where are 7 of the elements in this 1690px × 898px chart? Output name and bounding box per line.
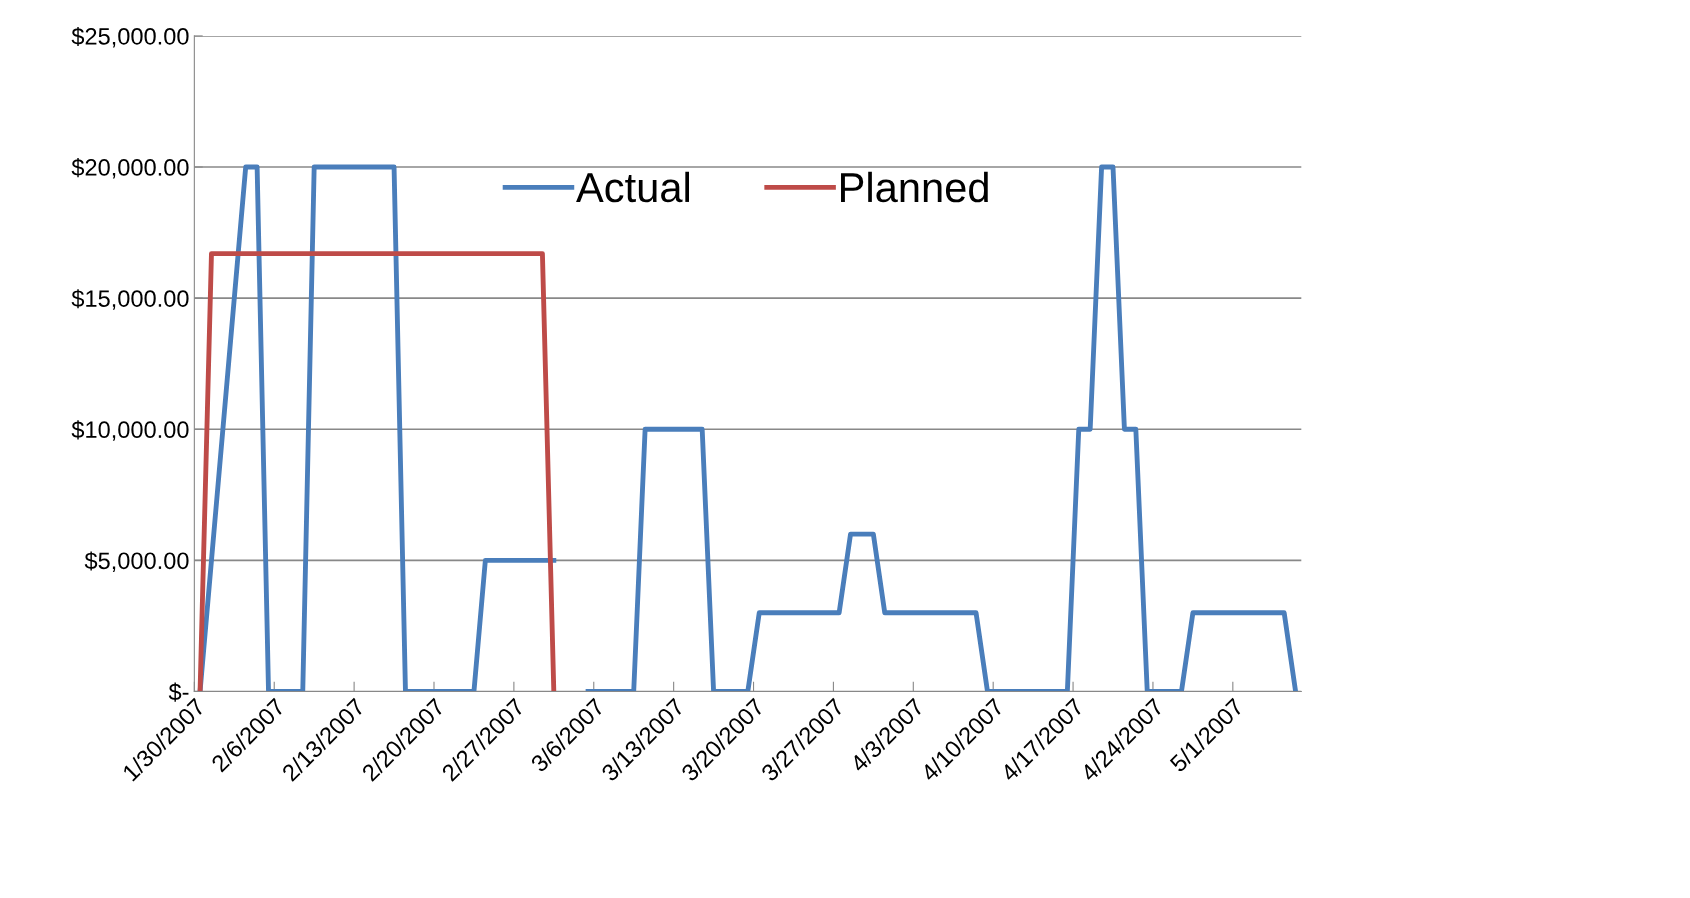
y-tick-label: $25,000.00 <box>71 27 189 48</box>
y-tick-label: $5,000.00 <box>84 551 189 572</box>
y-tick-label: $20,000.00 <box>71 158 189 179</box>
legend-label: Actual <box>576 171 689 203</box>
legend-label: Planned <box>841 171 988 203</box>
y-tick-label: $10,000.00 <box>71 420 189 441</box>
y-tick-label: $15,000.00 <box>71 289 189 310</box>
